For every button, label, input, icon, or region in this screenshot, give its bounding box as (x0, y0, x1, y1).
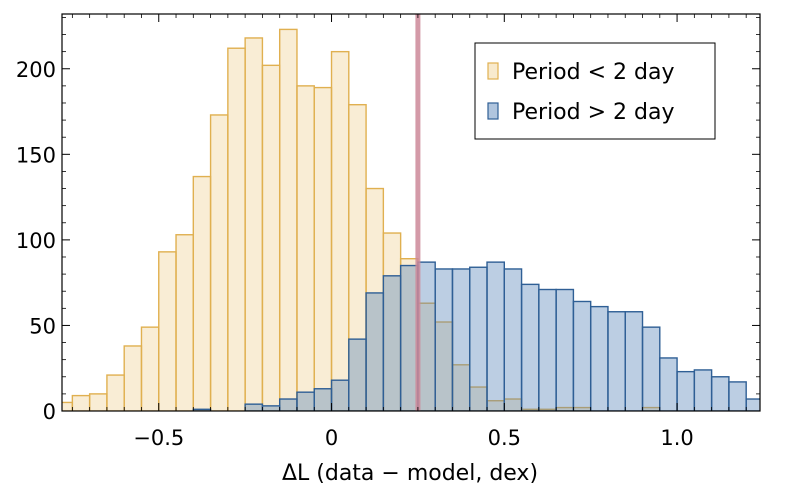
ticks (62, 14, 760, 412)
bar (158, 251, 177, 411)
x-tick-label: 0 (325, 426, 338, 450)
x-axis-label: ΔL (data − model, dex) (282, 461, 538, 486)
x-tick-label: −0.5 (133, 426, 184, 450)
bar (313, 86, 333, 411)
series-long-period-bars (192, 261, 760, 411)
bar (520, 283, 540, 411)
tick-labels: −0.5 0 0.5 1.0 0 50 100 150 200 (16, 58, 694, 450)
bar (123, 345, 143, 411)
bar (624, 311, 644, 411)
y-tick-label: 150 (16, 143, 56, 167)
bar (296, 85, 315, 411)
bar (313, 388, 333, 411)
bar (296, 391, 315, 411)
bar (451, 268, 471, 411)
bar (710, 376, 730, 411)
bar (607, 311, 626, 411)
bar (745, 398, 760, 411)
bar (399, 264, 419, 411)
bar (641, 326, 661, 411)
y-tick-label: 0 (43, 400, 56, 424)
bar (227, 47, 246, 411)
bar (693, 369, 713, 411)
legend-label-long-period: Period > 2 day (512, 100, 674, 125)
bar (88, 393, 108, 411)
bar (676, 370, 696, 411)
y-tick-label: 50 (29, 314, 56, 338)
bar (417, 261, 436, 411)
bar (71, 394, 91, 411)
bar (538, 288, 557, 411)
bar (140, 326, 160, 411)
bar (503, 268, 523, 411)
series-short-period-bars (62, 28, 661, 411)
bar (728, 381, 747, 411)
bar (469, 266, 488, 411)
bar (278, 28, 298, 411)
bar (62, 401, 74, 411)
bar (486, 261, 505, 411)
legend-box (474, 42, 716, 140)
bar (330, 379, 350, 411)
bar (589, 305, 609, 411)
bar (106, 374, 125, 411)
y-tick-label: 100 (16, 229, 56, 253)
bar (330, 50, 350, 411)
bar (572, 300, 592, 411)
axes-frame (61, 13, 761, 412)
legend-label-short-period: Period < 2 day (512, 60, 674, 85)
bar (244, 37, 264, 411)
bar (175, 234, 195, 411)
bar (278, 398, 298, 411)
bar (261, 64, 281, 411)
axes (61, 13, 761, 412)
bar (382, 275, 402, 411)
bar (192, 175, 212, 411)
bar (365, 292, 385, 411)
bar (659, 357, 678, 411)
x-tick-label: 1.0 (660, 426, 693, 450)
bar (555, 288, 575, 411)
bar (209, 114, 229, 411)
legend-swatch-short-period (487, 62, 499, 80)
bar (434, 268, 454, 411)
bar (244, 403, 264, 411)
legend: Period < 2 day Period > 2 day (474, 42, 716, 140)
x-tick-label: 0.5 (488, 426, 521, 450)
bar (261, 405, 281, 411)
legend-swatch-long-period (487, 102, 499, 120)
bar (348, 338, 367, 411)
y-tick-label: 200 (16, 58, 56, 82)
